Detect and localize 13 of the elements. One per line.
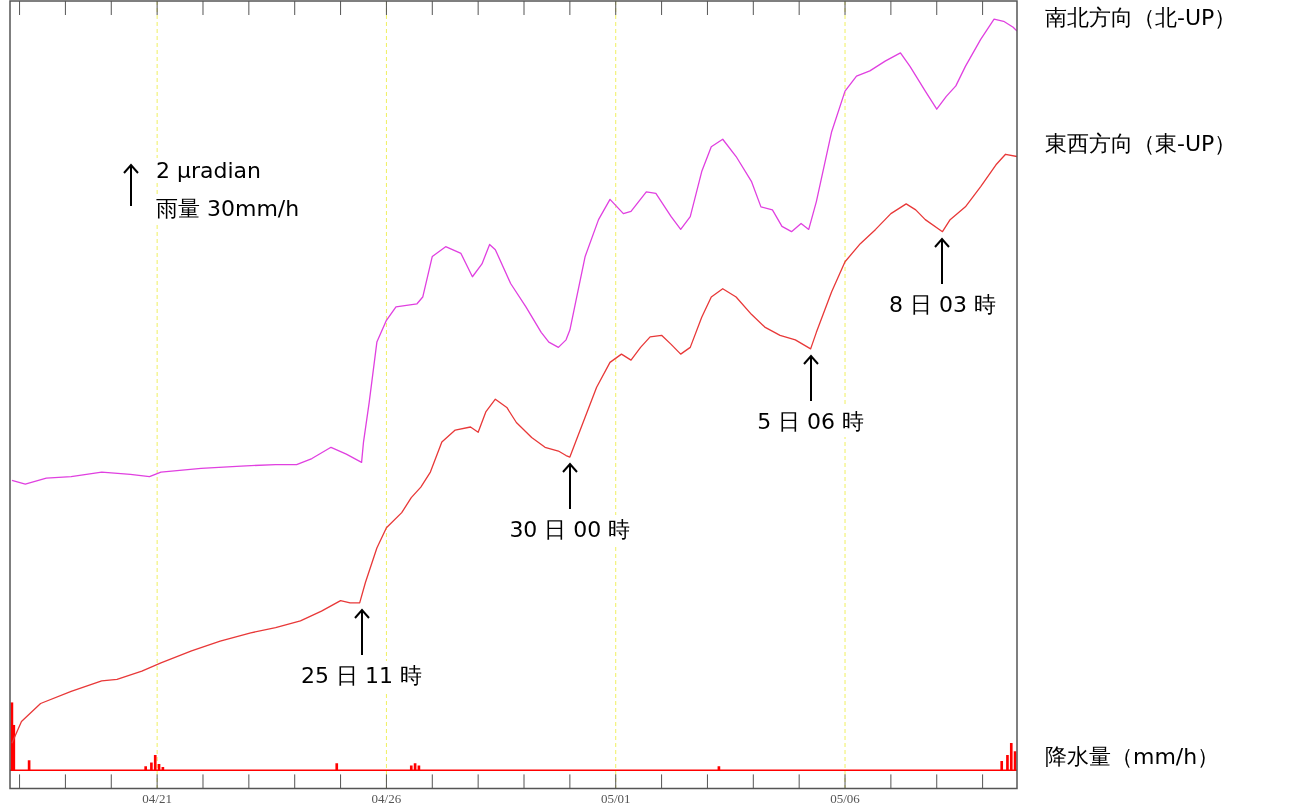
annotation: 5 日 06 時	[757, 406, 865, 437]
annotation: 8 日 03 時	[888, 289, 996, 320]
x-tick-label: 04/26	[371, 790, 402, 806]
annotation: 25 日 11 時	[301, 660, 423, 691]
annotation: 雨量 30mm/h	[156, 194, 300, 225]
series-label: 南北方向（北-UP）	[1045, 4, 1237, 33]
x-tick-label: 05/01	[600, 790, 631, 806]
series-label: 東西方向（東-UP）	[1045, 129, 1237, 158]
series-label: 降水量（mm/h）	[1045, 743, 1220, 772]
x-tick-label: 04/21	[142, 790, 172, 806]
annotation: 2 μradian	[156, 158, 262, 184]
annotation: 30 日 00 時	[509, 515, 631, 546]
x-tick-label: 05/06	[830, 790, 861, 806]
